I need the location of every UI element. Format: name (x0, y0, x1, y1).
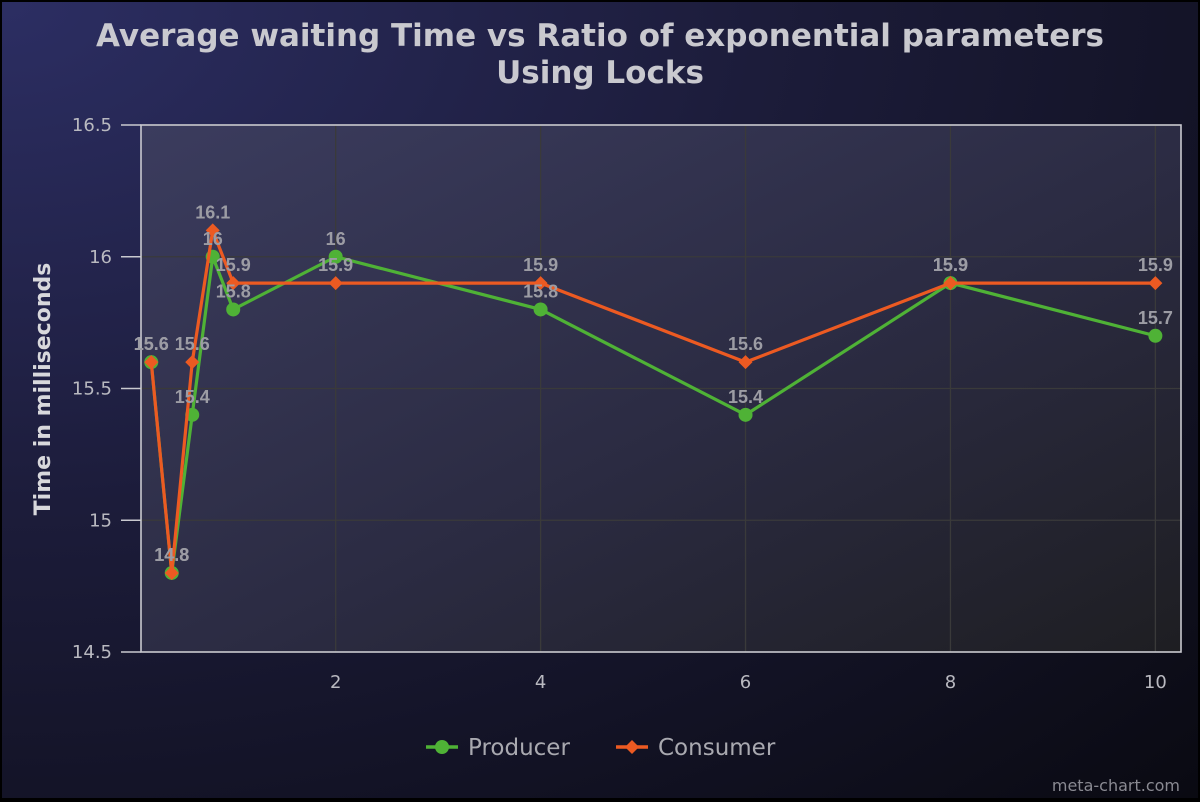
data-label-producer: 15.4 (728, 387, 763, 407)
data-label-producer: 15.9 (933, 255, 968, 275)
chart-credit: meta-chart.com (1052, 776, 1180, 795)
data-point-consumer (943, 276, 958, 291)
data-point-consumer (1148, 276, 1163, 291)
y-tick-label: 15.5 (72, 379, 112, 400)
chart-title: Average waiting Time vs Ratio of exponen… (96, 18, 1104, 54)
legend-marker-producer (435, 740, 449, 754)
data-point-producer (1148, 328, 1163, 343)
data-point-consumer (738, 355, 753, 370)
legend-item-producer: Producer (426, 735, 570, 761)
data-label-consumer: 15.9 (318, 255, 353, 275)
data-label-consumer: 15.6 (175, 334, 210, 354)
data-point-producer (226, 302, 241, 317)
data-label-consumer: 15.9 (216, 255, 251, 275)
chart-subtitle: Using Locks (496, 55, 704, 91)
data-point-producer (738, 407, 753, 422)
data-label-producer: 14.8 (154, 545, 189, 565)
y-tick-label: 16.5 (72, 115, 112, 136)
data-label-producer: 15.8 (523, 281, 558, 301)
data-point-consumer (533, 276, 548, 291)
data-label-producer: 15.6 (134, 334, 169, 354)
data-label-producer: 15.7 (1138, 308, 1173, 328)
series-consumer (144, 223, 1163, 580)
y-tick-label: 14.5 (72, 642, 112, 663)
data-point-consumer (205, 223, 220, 238)
data-label-producer: 16 (326, 229, 346, 249)
data-label-producer: 15.4 (175, 387, 210, 407)
data-point-producer (533, 302, 548, 317)
data-point-consumer (328, 276, 343, 291)
x-tick-label: 10 (1144, 672, 1167, 693)
x-tick-label: 2 (330, 672, 341, 693)
y-axis-label: Time in milliseconds (31, 263, 56, 516)
data-point-consumer (164, 565, 179, 580)
data-label-consumer: 15.6 (134, 334, 169, 354)
x-tick-label: 6 (740, 672, 751, 693)
data-point-consumer (226, 276, 241, 291)
y-tick-label: 15 (89, 510, 112, 531)
data-point-consumer (185, 355, 200, 370)
data-label-consumer: 15.9 (523, 255, 558, 275)
legend-label-producer: Producer (468, 735, 570, 761)
y-tick-label: 16 (89, 247, 112, 268)
x-tick-label: 4 (535, 672, 546, 693)
data-point-producer (328, 249, 343, 264)
legend-marker-consumer (625, 740, 639, 754)
series-line-consumer (149, 228, 1156, 575)
data-label-producer: 16 (203, 229, 223, 249)
legend-label-consumer: Consumer (658, 735, 776, 761)
data-point-consumer (144, 355, 159, 370)
legend-item-consumer: Consumer (616, 735, 776, 761)
data-label-consumer: 16.1 (195, 202, 230, 222)
data-label-consumer: 15.9 (933, 255, 968, 275)
data-label-producer: 15.8 (216, 281, 251, 301)
data-label-consumer: 15.9 (1138, 255, 1173, 275)
x-tick-label: 8 (945, 672, 956, 693)
data-label-consumer: 15.6 (728, 334, 763, 354)
data-label-consumer: 14.8 (154, 545, 189, 565)
